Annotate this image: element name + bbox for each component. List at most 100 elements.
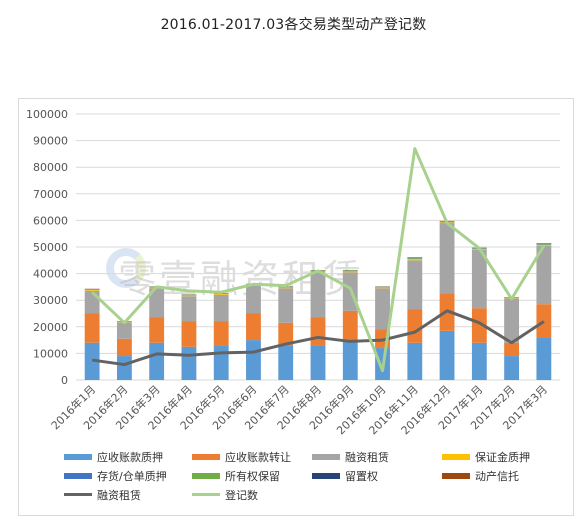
bar-segment: [407, 260, 423, 310]
bar-segment: [536, 244, 552, 246]
bar-segment: [116, 338, 132, 357]
bar-segment: [84, 313, 100, 343]
y-tick-label: 80000: [33, 161, 68, 174]
bar-segment: [246, 313, 261, 341]
bar-segment: [375, 286, 390, 288]
legend-swatch: [312, 453, 340, 460]
y-tick-label: 60000: [33, 214, 68, 227]
bar-segment: [278, 345, 294, 380]
legend-label: 存货/仓单质押: [97, 469, 167, 483]
bar-segment: [278, 322, 294, 346]
legend-swatch: [64, 472, 92, 479]
bar-segment: [407, 258, 423, 261]
legend-swatch: [192, 472, 220, 479]
legend-label: 保证金质押: [475, 450, 530, 464]
legend-label: 应收账款质押: [97, 450, 163, 464]
bar-segment: [407, 257, 423, 259]
bar-segment: [181, 295, 197, 297]
y-tick-label: 40000: [33, 268, 68, 281]
bar-segment: [84, 289, 100, 290]
bar-segment: [246, 285, 261, 314]
y-tick-label: 0: [61, 374, 68, 387]
bar-segment: [342, 340, 358, 380]
series-line: [91, 147, 546, 373]
series-line: [91, 309, 545, 367]
bar-segment: [536, 337, 552, 380]
bar-segment: [407, 309, 423, 343]
y-tick-label: 70000: [33, 188, 68, 201]
bar-segment: [278, 287, 294, 289]
bar-segment: [116, 356, 132, 380]
bar-segment: [439, 330, 455, 380]
bar-segment: [342, 271, 358, 273]
legend-swatch: [442, 472, 470, 479]
bar-segment: [536, 243, 552, 245]
bar-segment: [213, 294, 229, 295]
bar-segment: [471, 342, 487, 380]
y-tick-label: 90000: [33, 135, 68, 148]
bar-segment: [310, 345, 326, 380]
legend-item: 融资租赁: [64, 486, 192, 503]
bar-segment: [310, 317, 326, 346]
legend-item: 登记数: [192, 486, 312, 503]
bar-segment: [342, 310, 358, 341]
legend-label: 登记数: [225, 488, 258, 502]
legend-swatch: [312, 472, 340, 479]
bar-segment: [181, 321, 197, 347]
bar-segment: [149, 317, 165, 343]
bar-segment: [504, 356, 520, 380]
bar-segment: [213, 345, 229, 380]
legend-swatch: [442, 453, 470, 460]
legend-item: 应收账款质押: [64, 448, 192, 465]
bar-segment: [181, 294, 197, 296]
legend-label: 融资租赁: [345, 450, 389, 464]
bar-segment: [471, 249, 487, 309]
bar-segment: [310, 272, 326, 318]
legend-label: 所有权保留: [225, 469, 280, 483]
bar-segment: [536, 245, 552, 305]
legend-label: 融资租赁: [97, 488, 141, 502]
watermark-logo-icon: [106, 248, 146, 288]
y-tick-label: 100000: [26, 108, 68, 121]
bar-segment: [213, 294, 229, 322]
legend-swatch: [192, 493, 220, 496]
bar-segment: [181, 346, 197, 380]
bar-segment: [504, 298, 520, 343]
bar-segment: [181, 296, 197, 322]
legend-swatch: [64, 493, 92, 496]
chart-title: 2016.01-2017.03各交易类型动产登记数: [160, 17, 427, 33]
legend-item: 保证金质押: [442, 448, 562, 465]
legend-label: 应收账款转让: [225, 450, 291, 464]
bar-segment: [375, 287, 390, 289]
bar-segment: [246, 340, 261, 380]
bar-segment: [149, 288, 165, 318]
chart-legend: 应收账款质押 应收账款转让 融资租赁 保证金质押 存货/仓单质押 所有权保留 留置权 动产信托…: [64, 448, 564, 503]
bar-segment: [213, 321, 229, 346]
legend-item: 存货/仓单质押: [64, 467, 192, 484]
legend-item: 应收账款转让: [192, 448, 312, 465]
bar-segment: [375, 288, 390, 330]
legend-swatch: [64, 453, 92, 460]
legend-item: 留置权: [312, 467, 442, 484]
legend-swatch: [192, 453, 220, 460]
y-tick-label: 20000: [33, 321, 68, 334]
bar-segment: [278, 288, 294, 323]
bar-segment: [407, 342, 423, 380]
y-tick-label: 10000: [33, 347, 68, 360]
legend-item: 融资租赁: [312, 448, 442, 465]
legend-item: 所有权保留: [192, 467, 312, 484]
bar-segment: [116, 322, 132, 339]
legend-label: 留置权: [345, 469, 378, 483]
bar-segment: [504, 342, 520, 357]
y-tick-label: 50000: [33, 241, 68, 254]
bar-segment: [84, 290, 100, 291]
legend-label: 动产信托: [475, 469, 519, 483]
bar-segment: [471, 308, 487, 343]
bar-segment: [536, 304, 552, 338]
bar-segment: [149, 342, 165, 380]
bar-segment: [439, 223, 455, 294]
legend-item: 动产信托: [442, 467, 562, 484]
bar-segment: [342, 270, 358, 272]
y-tick-label: 30000: [33, 294, 68, 307]
